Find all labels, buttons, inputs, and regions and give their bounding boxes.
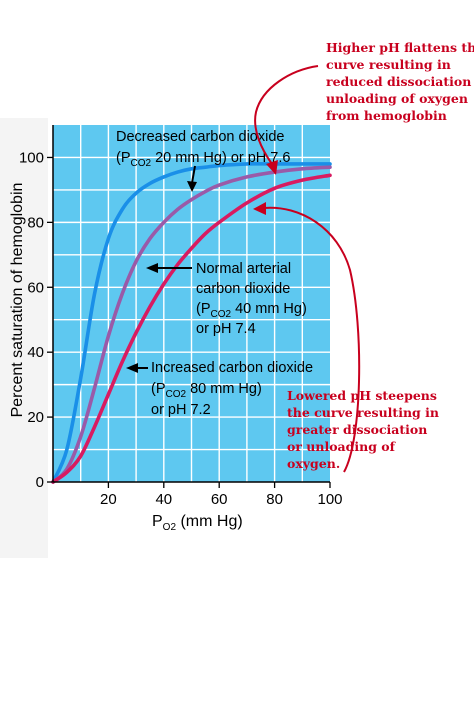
- x-axis-title-unit: (mm Hg): [176, 513, 243, 530]
- note-bottom-arrow: [263, 206, 361, 473]
- axes: [52, 125, 330, 483]
- y-tick-label: 60: [27, 279, 44, 296]
- curve-normal: [51, 165, 332, 484]
- x-tick-label: 40: [155, 491, 172, 508]
- note-top-arrow: [254, 65, 319, 165]
- annotation-decreased: Decreased carbon dioxide (PCO2 20 mm Hg)…: [116, 129, 290, 192]
- annotation-decreased-line2: (PCO2 20 mm Hg) or pH 7.6: [116, 150, 290, 169]
- note-bottom-arrowhead: [253, 202, 266, 215]
- annotation-decreased-arrowhead: [187, 181, 197, 192]
- note-bottom: Lowered pH steepens the curve resulting …: [287, 388, 439, 471]
- x-tick-label: 100: [317, 491, 342, 508]
- note-top-line3: reduced dissociation or: [326, 74, 474, 89]
- annotation-normal-line3: (PCO2 40 mm Hg): [196, 301, 307, 320]
- annotation-normal-line1: Normal arterial: [196, 261, 291, 277]
- x-tick-label: 60: [211, 491, 228, 508]
- annotation-increased-arrowhead: [126, 363, 138, 373]
- note-bottom-line5: oxygen.: [287, 456, 340, 471]
- curves: [51, 162, 332, 484]
- y-axis-title: Percent saturation of hemoglobin: [9, 183, 26, 418]
- curve-decreased: [51, 162, 332, 484]
- note-bottom-line1: Lowered pH steepens: [287, 388, 437, 403]
- note-top-line1: Higher pH flattens the: [326, 40, 474, 55]
- x-axis-title: PO2 (mm Hg): [152, 513, 243, 533]
- y-tick-label: 0: [36, 474, 44, 491]
- x-tick-label: 20: [100, 491, 117, 508]
- annotation-increased-line3: or pH 7.2: [151, 402, 211, 418]
- note-bottom-line4: or unloading of: [287, 439, 397, 454]
- x-axis-title-p: P: [152, 513, 163, 530]
- note-top-line5: from hemoglobin: [326, 108, 447, 123]
- annotation-increased-line2: (PCO2 80 mm Hg): [151, 381, 262, 400]
- annotation-decreased-line1: Decreased carbon dioxide: [116, 129, 284, 145]
- annotation-normal-line2: carbon dioxide: [196, 281, 290, 297]
- y-tick-label: 100: [19, 149, 44, 166]
- y-tick-label: 80: [27, 214, 44, 231]
- note-top: Higher pH flattens the curve resulting i…: [326, 40, 474, 123]
- annotation-normal-line4: or pH 7.4: [196, 321, 256, 337]
- note-bottom-line3: greater dissociation: [287, 422, 427, 437]
- x-tick-label: 80: [266, 491, 283, 508]
- annotation-normal-arrowhead: [146, 263, 158, 273]
- note-bottom-line2: the curve resulting in: [287, 405, 439, 420]
- note-top-line4: unloading of oxygen: [326, 91, 468, 106]
- x-axis-title-sub: O2: [163, 522, 177, 533]
- annotation-normal: Normal arterial carbon dioxide (PCO2 40 …: [146, 261, 307, 337]
- note-top-line2: curve resulting in: [326, 57, 451, 72]
- annotation-increased: Increased carbon dioxide (PCO2 80 mm Hg)…: [126, 360, 313, 418]
- y-tick-label: 20: [27, 409, 44, 426]
- ticks: 0 20 40 60 80 100 20 40 60 80 100: [19, 149, 343, 508]
- y-tick-label: 40: [27, 344, 44, 361]
- figure-left-background: [0, 118, 48, 558]
- annotation-increased-line1: Increased carbon dioxide: [151, 360, 313, 376]
- curve-increased: [51, 173, 332, 484]
- annotation-decreased-arrow: [191, 165, 196, 184]
- note-top-arrowhead: [266, 160, 278, 175]
